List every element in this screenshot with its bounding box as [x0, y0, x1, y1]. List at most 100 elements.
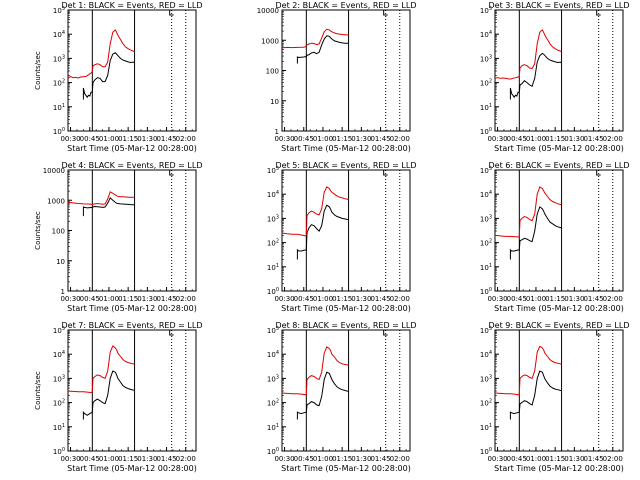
y-tick-label: 101	[480, 103, 492, 112]
x-tick-label: 00:45	[294, 455, 314, 463]
y-tick-label: 104	[267, 350, 279, 359]
marker-bracket	[169, 170, 174, 176]
x-tick-label: 01:45	[583, 455, 603, 463]
x-axis-label: Start Time (05-Mar-12 00:28:00)	[67, 144, 197, 153]
events-series-line	[509, 206, 562, 260]
x-tick-label: 01:00	[526, 295, 546, 303]
x-tick-label: 00:45	[507, 455, 527, 463]
y-tick-label: 100	[53, 127, 65, 136]
x-tick-label: 01:30	[564, 455, 584, 463]
lld-series-line	[494, 186, 562, 238]
x-tick-label: 01:00	[99, 455, 119, 463]
x-tick-label: 01:00	[313, 295, 333, 303]
x-tick-label: 00:30	[60, 295, 80, 303]
y-tick-label: 101	[267, 263, 279, 272]
x-tick-label: 01:45	[370, 455, 390, 463]
y-tick-label: 104	[480, 350, 492, 359]
x-tick-label: 02:00	[390, 455, 410, 463]
y-tick-label: 102	[53, 399, 65, 408]
lld-series-line	[494, 345, 562, 396]
y-tick-label: 103	[480, 374, 492, 383]
x-tick-label: 00:45	[294, 295, 314, 303]
x-tick-label: 01:00	[313, 455, 333, 463]
x-tick-label: 00:30	[274, 295, 294, 303]
y-tick-label: 100	[480, 287, 492, 296]
panel-title: Det 6: BLACK = Events, RED = LLD	[489, 161, 630, 170]
x-tick-label: 01:15	[118, 295, 138, 303]
plot-frame	[67, 329, 197, 452]
lld-series-line	[67, 29, 135, 79]
x-axis-label: Start Time (05-Mar-12 00:28:00)	[67, 304, 197, 313]
y-tick-label: 10000	[257, 7, 279, 15]
y-tick-label: 105	[480, 166, 492, 175]
x-tick-label: 00:30	[487, 455, 507, 463]
x-tick-label: 01:30	[351, 295, 371, 303]
y-tick-label: 101	[267, 423, 279, 432]
plot-frame	[494, 9, 624, 132]
y-tick-label: 100	[480, 127, 492, 136]
y-tick-label: 100	[267, 287, 279, 296]
panel-title: Det 8: BLACK = Events, RED = LLD	[276, 321, 417, 330]
plot-frame	[494, 169, 624, 292]
detector-panel: 1 10 100 1000 10000 00:30 00:45 01:00 01:15 01:30…	[257, 1, 417, 153]
x-axis-label: Start Time (05-Mar-12 00:28:00)	[494, 144, 624, 153]
marker-bracket	[596, 330, 601, 336]
x-tick-label: 01:15	[545, 135, 565, 143]
plot-frame	[67, 9, 197, 132]
x-axis-label: Start Time (05-Mar-12 00:28:00)	[67, 464, 197, 473]
x-tick-label: 00:30	[487, 135, 507, 143]
panel-title: Det 3: BLACK = Events, RED = LLD	[489, 1, 630, 10]
panel-title: Det 7: BLACK = Events, RED = LLD	[62, 321, 203, 330]
y-tick-label: 100	[53, 447, 65, 456]
events-series-line	[296, 35, 349, 64]
panel-title: Det 9: BLACK = Events, RED = LLD	[489, 321, 630, 330]
x-tick-label: 02:00	[390, 135, 410, 143]
plot-frame	[281, 169, 411, 292]
lld-series-line	[494, 29, 562, 80]
x-tick-label: 01:45	[583, 135, 603, 143]
y-tick-label: 1000	[47, 197, 65, 205]
y-tick-label: 100	[266, 68, 279, 76]
x-tick-label: 00:45	[507, 295, 527, 303]
y-tick-label: 101	[53, 103, 65, 112]
x-tick-label: 02:00	[390, 295, 410, 303]
x-tick-label: 01:30	[564, 135, 584, 143]
x-axis-label: Start Time (05-Mar-12 00:28:00)	[494, 464, 624, 473]
x-tick-label: 01:45	[156, 295, 176, 303]
lld-series-line	[281, 186, 349, 237]
panel-title: Det 5: BLACK = Events, RED = LLD	[276, 161, 417, 170]
plot-frame	[281, 329, 411, 452]
events-series-line	[296, 371, 349, 420]
x-tick-label: 02:00	[603, 455, 623, 463]
x-axis-label: Start Time (05-Mar-12 00:28:00)	[281, 464, 411, 473]
x-tick-label: 01:45	[370, 135, 390, 143]
y-tick-label: 104	[480, 190, 492, 199]
x-tick-label: 01:30	[564, 295, 584, 303]
y-tick-label: 100	[480, 447, 492, 456]
x-tick-label: 02:00	[176, 455, 196, 463]
y-tick-label: 103	[53, 54, 65, 63]
y-tick-label: 105	[267, 326, 279, 335]
marker-bracket	[383, 330, 388, 336]
y-axis-label: Counts/sec	[34, 371, 42, 410]
x-tick-label: 01:45	[156, 135, 176, 143]
x-tick-label: 01:00	[313, 135, 333, 143]
y-tick-label: 1	[275, 128, 279, 136]
plot-frame	[494, 329, 624, 452]
x-tick-label: 01:45	[370, 295, 390, 303]
x-tick-label: 01:45	[156, 455, 176, 463]
x-tick-label: 00:30	[274, 455, 294, 463]
x-tick-label: 00:30	[60, 135, 80, 143]
y-tick-label: 103	[480, 214, 492, 223]
x-tick-label: 01:15	[332, 135, 352, 143]
x-tick-label: 01:00	[526, 455, 546, 463]
y-tick-label: 102	[267, 399, 279, 408]
x-tick-label: 01:30	[137, 455, 157, 463]
x-tick-label: 01:30	[351, 135, 371, 143]
y-tick-label: 104	[53, 30, 65, 39]
